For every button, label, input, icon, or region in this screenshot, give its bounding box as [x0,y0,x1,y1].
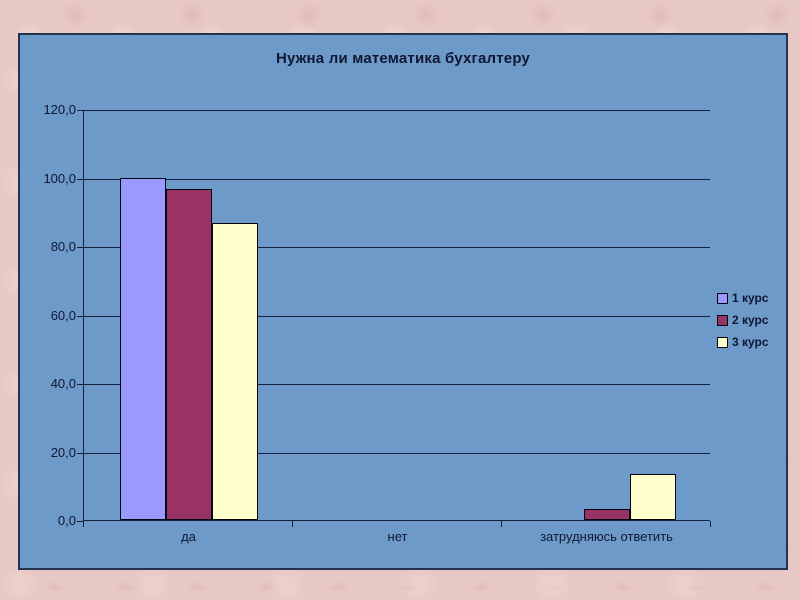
legend-swatch-icon [717,336,728,348]
legend-label: 3 курс [732,335,769,349]
gridline [84,452,710,454]
legend-item: 2 курс [717,309,769,331]
legend-label: 2 курс [732,313,769,327]
x-axis-tick [292,521,293,527]
y-axis-tick [77,178,83,180]
gridline [84,384,710,385]
y-axis-label: 80,0 [50,239,76,254]
x-axis-label-затрудняюсь ответить: затрудняюсь ответить [540,529,673,544]
y-axis-tick [77,110,83,111]
x-axis-label-да: да [181,529,196,544]
bar-3 курс-да [211,223,258,520]
y-axis-tick [77,247,83,248]
gridline [84,315,710,317]
legend-item: 1 курс [717,287,769,309]
legend-swatch-icon [717,314,728,326]
y-axis-label: 100,0 [43,170,76,186]
chart-title: Нужна ли математика бухгалтеру [275,50,531,67]
y-axis-tick [77,315,83,317]
bar-2 курс-затрудняюсь ответить [583,508,630,520]
x-axis-label-нет: нет [387,529,408,544]
chart-panel: Нужна ли математика бухгалтеру 0,0 20,0 40… [18,33,788,570]
legend-label: 1 курс [732,291,769,305]
x-axis-tick [83,521,84,527]
x-axis-tick [710,521,711,527]
y-axis-label: 20,0 [50,444,76,460]
y-axis-label: 40,0 [50,376,76,391]
bar-3 курс-затрудняюсь ответить [629,474,676,520]
bar-2 курс-да [165,188,212,520]
legend-item: 3 курс [717,331,769,353]
gridline [84,110,710,111]
legend-swatch-icon [717,292,728,304]
y-axis-label: 60,0 [50,307,76,323]
legend: 1 курс 2 курс 3 курс [717,287,769,353]
y-axis-label: 120,0 [43,102,76,117]
gridline [84,247,710,248]
y-axis-tick [77,384,83,385]
bar-1 курс-да [119,177,166,520]
gridline [84,178,710,180]
plot-area [83,110,710,521]
y-axis-tick [77,452,83,454]
x-axis-tick [501,521,502,527]
y-axis-label: 0,0 [57,513,76,528]
y-axis-tick [77,521,83,522]
